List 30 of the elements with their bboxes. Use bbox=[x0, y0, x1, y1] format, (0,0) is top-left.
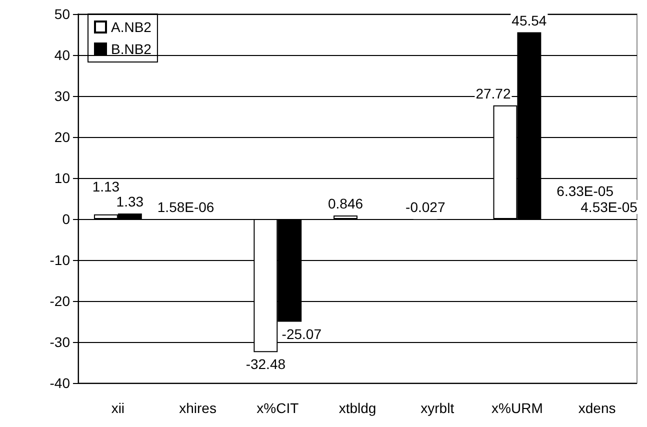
y-tick-label: -30 bbox=[50, 334, 70, 350]
y-tick-label: 10 bbox=[54, 170, 70, 186]
data-label: 45.54 bbox=[512, 12, 547, 28]
data-label: 1.13 bbox=[92, 178, 120, 194]
data-label: 27.72 bbox=[476, 85, 511, 102]
y-tick-label: 50 bbox=[54, 6, 70, 22]
y-tick-label: 30 bbox=[54, 88, 70, 104]
legend-label: B.NB2 bbox=[111, 41, 152, 57]
y-tick-label: 40 bbox=[54, 47, 70, 63]
data-label: 0.846 bbox=[328, 196, 364, 212]
x-tick-label: x%URM bbox=[492, 400, 543, 416]
x-tick-label: xdens bbox=[578, 400, 616, 416]
data-label: -32.48 bbox=[246, 356, 286, 372]
x-tick-label: xii bbox=[111, 400, 125, 416]
data-label: 6.33E-05 bbox=[556, 183, 614, 199]
y-tick-label: -10 bbox=[50, 252, 70, 268]
legend-label: A.NB2 bbox=[111, 19, 152, 35]
data-label: 1.33 bbox=[116, 194, 144, 210]
x-tick-label: xtbldg bbox=[338, 400, 376, 416]
data-label: 4.53E-05 bbox=[580, 199, 638, 215]
x-tick-label: x%CIT bbox=[256, 400, 300, 416]
data-label: -25.07 bbox=[282, 326, 322, 342]
data-label: -0.027 bbox=[406, 199, 446, 215]
y-tick-label: 0 bbox=[62, 211, 70, 227]
y-tick-label: 20 bbox=[54, 129, 70, 145]
x-tick-label: xhires bbox=[179, 400, 216, 416]
x-tick-label: xyrblt bbox=[420, 400, 454, 416]
y-tick-label: -40 bbox=[50, 375, 70, 391]
data-label: 1.58E-06 bbox=[157, 199, 214, 215]
y-tick-label: -20 bbox=[50, 293, 70, 309]
